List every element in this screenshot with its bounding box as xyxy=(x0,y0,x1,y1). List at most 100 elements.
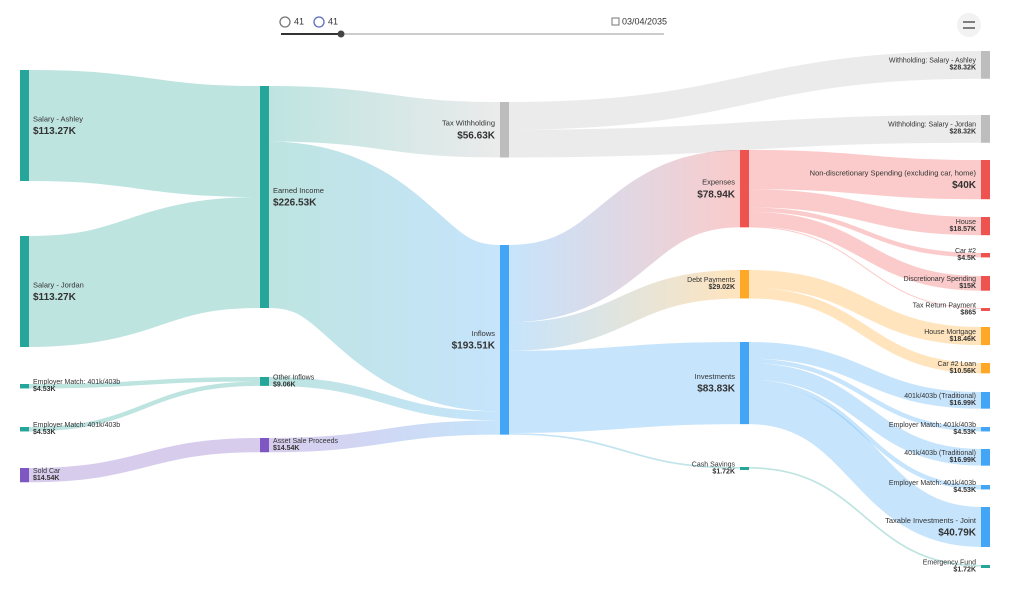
node-value: $113.27K xyxy=(33,292,77,303)
node-label: House xyxy=(956,219,976,226)
node-bar xyxy=(740,342,749,425)
node-value: $16.99K xyxy=(950,400,976,407)
node-label: Inflows xyxy=(472,329,496,338)
link-ribbon xyxy=(28,377,261,389)
node-value: $16.99K xyxy=(950,457,976,464)
link-ribbon xyxy=(28,69,261,198)
nodes: Salary - Ashley $113.27K Salary - Jordan $1… xyxy=(20,51,990,573)
node-bar xyxy=(981,217,990,236)
node-label: Employer Match: 401k/403b xyxy=(889,422,976,429)
node-value: $10.56K xyxy=(950,368,976,375)
node-bar xyxy=(740,270,749,299)
node-bar xyxy=(500,102,509,158)
node-value: $4.53K xyxy=(33,386,56,393)
node-bar xyxy=(981,507,990,547)
link-ribbon xyxy=(508,51,982,130)
node-label: Taxable Investments - Joint xyxy=(885,516,977,525)
settings-button[interactable] xyxy=(957,13,981,37)
node-value: $28.32K xyxy=(950,129,976,136)
node-bar xyxy=(981,253,990,258)
node-bar xyxy=(981,276,990,291)
controls: 41 41 03/04/2035 xyxy=(279,13,981,38)
link-ribbon xyxy=(507,150,742,323)
link-ribbon xyxy=(265,141,504,412)
node-bar xyxy=(260,438,269,453)
node-value: $15K xyxy=(959,283,976,290)
link-ribbon xyxy=(748,363,982,466)
node-value: $9.06K xyxy=(273,381,296,388)
link-ribbon xyxy=(28,438,261,483)
node-value: $83.83K xyxy=(697,384,736,395)
node-label: Car #2 Loan xyxy=(937,361,976,368)
node-value: $18.46K xyxy=(950,336,976,343)
link-ribbon xyxy=(748,269,982,346)
node-value: $78.94K xyxy=(697,189,736,200)
node-value: $18.57K xyxy=(950,226,976,233)
link-ribbon xyxy=(268,86,501,158)
link-ribbon xyxy=(748,189,982,236)
node-label: Car #2 xyxy=(955,248,976,255)
node-label: Withholding: Salary - Jordan xyxy=(888,122,976,129)
slider-knob[interactable] xyxy=(337,30,345,38)
node-bar xyxy=(20,384,29,389)
link-ribbon xyxy=(748,288,982,374)
node-label: Withholding: Salary - Ashley xyxy=(889,58,977,65)
node-bar xyxy=(981,327,990,346)
node-label: Employer Match: 401k/403b xyxy=(33,422,120,429)
node-label: Emergency Fund xyxy=(923,559,976,566)
node-bar xyxy=(981,485,990,490)
node-label: Earned Income xyxy=(273,186,324,195)
node-bar xyxy=(981,392,990,409)
node-label: Debt Payments xyxy=(687,277,735,284)
link-ribbon xyxy=(748,207,982,258)
calendar-icon xyxy=(611,17,620,26)
right-counter: 41 xyxy=(328,16,338,26)
link-ribbon xyxy=(508,432,741,469)
link-ribbon xyxy=(508,115,982,158)
node-value: $193.51K xyxy=(452,340,496,351)
node-bar xyxy=(981,51,990,79)
node-label: House Mortgage xyxy=(924,329,976,336)
node-bar xyxy=(260,86,269,308)
link-ribbon xyxy=(508,342,741,433)
node-label: Cash Savings xyxy=(692,461,736,468)
node-label: Sold Car xyxy=(33,468,61,475)
node-value: $113.27K xyxy=(33,126,77,137)
node-bar xyxy=(20,236,29,348)
node-bar xyxy=(981,363,990,374)
link-ribbon xyxy=(28,197,261,348)
node-value: $1.72K xyxy=(953,566,976,573)
node-value: $29.02K xyxy=(709,284,735,291)
link-ribbon xyxy=(748,341,982,409)
node-value: $226.53K xyxy=(273,198,317,209)
node-bar xyxy=(500,245,509,435)
node-bar xyxy=(981,115,990,143)
node-bar xyxy=(981,427,990,432)
node-label: Asset Sale Proceeds xyxy=(273,438,338,445)
node-label: Employer Match: 401k/403b xyxy=(33,379,120,386)
node-bar xyxy=(20,70,29,182)
node-value: $14.54K xyxy=(273,445,299,452)
node-value: $4.53K xyxy=(33,429,56,436)
node-label: Tax Return Payment xyxy=(913,302,976,309)
node-value: $4.5K xyxy=(957,255,976,262)
node-value: $865 xyxy=(960,309,976,316)
link-ribbon xyxy=(748,467,982,567)
node-label: Investments xyxy=(695,372,736,381)
clock-icon xyxy=(313,16,325,28)
left-counter: 41 xyxy=(294,16,304,26)
node-value: $40K xyxy=(952,180,977,191)
node-label: Expenses xyxy=(702,178,735,187)
date[interactable]: 03/04/2035 xyxy=(622,16,667,26)
node-label: Salary - Ashley xyxy=(33,114,83,123)
links xyxy=(28,51,982,567)
node-label: 401k/403b (Traditional) xyxy=(904,450,976,457)
node-label: Discretionary Spending xyxy=(904,276,976,283)
node-label: Salary - Jordan xyxy=(33,280,84,289)
node-value: $40.79K xyxy=(938,528,977,539)
node-value: $4.53K xyxy=(953,487,976,494)
link-ribbon xyxy=(748,211,982,291)
node-value: $1.72K xyxy=(712,468,735,475)
node-bar xyxy=(740,467,749,470)
